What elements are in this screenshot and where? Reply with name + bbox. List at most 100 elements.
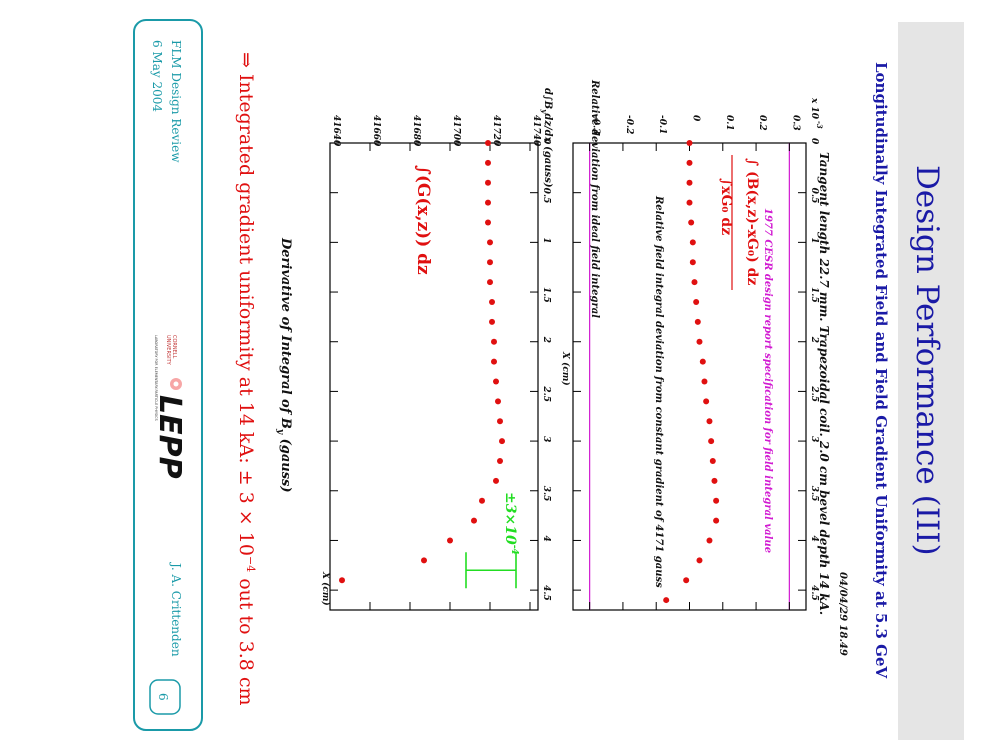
x-tick-label: 1.5 xyxy=(541,287,551,303)
data-point xyxy=(696,338,703,345)
deviation-chart: Relative deviation from ideal field inte… xyxy=(560,79,824,611)
derivative-xticks: 0 0.5 1 1.5 2 2.5 3 3.5 4 4.5 xyxy=(330,138,551,601)
data-point xyxy=(688,219,695,226)
y-tick-label: 41680 xyxy=(411,115,421,147)
x-tick-label: 2.5 xyxy=(809,385,819,402)
x-tick-label: 2 xyxy=(541,336,551,343)
derivative-title: Derivative of Integral of By (gauss) xyxy=(275,237,293,492)
footer-date: 6 May 2004 xyxy=(150,40,164,112)
data-point xyxy=(686,199,693,206)
x-tick-label: 4.5 xyxy=(541,585,551,601)
y-tick-label: -0.2 xyxy=(624,115,634,134)
derivative-ylabel-tail: dz/dx (gauss) xyxy=(542,113,553,187)
y-tick-label: 0.1 xyxy=(724,115,734,131)
error-label: ±3×10-4 xyxy=(502,492,519,555)
data-point xyxy=(487,279,493,286)
x-tick-label: 3.5 xyxy=(809,486,819,502)
logo-caption: LABORATORY FOR ELEMENTARY-PARTICLE PHYSI… xyxy=(154,335,158,421)
x-tick-label: 4.5 xyxy=(809,585,819,601)
deviation-chart-multiplier: x 10-3 xyxy=(809,97,824,129)
y-tick-label: 41660 xyxy=(371,115,381,147)
lepp-logo: CORNELL UNIVERSITY LEPP LABORATORY FOR E… xyxy=(152,335,187,479)
y-tick-label: 41700 xyxy=(451,115,461,147)
data-point xyxy=(686,159,693,166)
data-point xyxy=(471,517,477,524)
conclusion-text: ⇒ Integrated gradient uniformity at 14 k… xyxy=(235,52,257,706)
data-point xyxy=(491,338,497,345)
derivative-points xyxy=(339,140,505,584)
deviation-multiplier-base: x 10 xyxy=(809,97,819,120)
deviation-points xyxy=(663,140,720,604)
derivative-chart: d∫Bydz/dx (gauss) X (cm) Derivative of I… xyxy=(275,88,553,611)
deviation-chart-title: Relative deviation from ideal field inte… xyxy=(589,79,600,318)
data-point xyxy=(489,298,495,305)
data-point xyxy=(691,279,698,286)
y-tick-label: -0.3 xyxy=(591,115,601,134)
y-tick-label: 41720 xyxy=(491,115,501,147)
page-number-box xyxy=(149,679,181,715)
data-point xyxy=(696,557,703,564)
data-point xyxy=(686,179,693,186)
derivative-yticks: 41640 41660 41680 41700 41720 41740 xyxy=(329,115,541,610)
x-tick-label: 0.5 xyxy=(541,188,551,204)
data-point xyxy=(701,378,708,385)
deviation-yticks: -0.3 -0.2 -0.1 0 0.1 0.2 0.3 xyxy=(589,115,800,610)
data-point xyxy=(499,438,505,445)
data-point xyxy=(485,199,491,206)
x-tick-label: 1.5 xyxy=(809,287,819,303)
data-point xyxy=(485,179,491,186)
footer-review: FLM Design Review xyxy=(169,40,183,163)
y-tick-label: 41740 xyxy=(531,115,541,147)
deviation-xticks: 0 0.5 1 1.5 2 2.5 3 3.5 4 4.5 xyxy=(573,138,819,601)
data-point xyxy=(713,497,720,504)
data-point xyxy=(491,358,497,365)
y-tick-label: 0.3 xyxy=(790,115,800,131)
derivative-ylabel: d∫Bydz/dx (gauss) xyxy=(540,88,553,188)
data-point xyxy=(663,597,670,604)
data-point xyxy=(706,418,713,425)
error-bar xyxy=(465,552,517,589)
logo-star-core xyxy=(173,381,179,387)
data-point xyxy=(693,298,700,305)
derivative-ylabel-sub: y xyxy=(540,108,549,114)
data-point xyxy=(493,378,499,385)
data-point xyxy=(485,140,491,146)
y-tick-label: 41640 xyxy=(331,115,341,147)
x-tick-label: 0.5 xyxy=(809,188,819,204)
derivative-chart-frame xyxy=(329,142,539,611)
x-tick-label: 1 xyxy=(541,237,551,243)
y-tick-label: 0 xyxy=(691,115,701,122)
data-point xyxy=(485,219,491,226)
error-label-main: ±3×10 xyxy=(502,492,518,545)
data-point xyxy=(694,318,701,325)
conclusion-exponent: −4 xyxy=(244,556,257,572)
data-point xyxy=(485,159,491,166)
data-point xyxy=(479,497,485,504)
data-point xyxy=(497,418,503,425)
derivative-title-tail: (gauss) xyxy=(278,434,293,492)
data-point xyxy=(489,318,495,325)
data-point xyxy=(447,537,453,544)
error-label-exp: -4 xyxy=(509,545,519,555)
footer-panel xyxy=(133,19,203,731)
formula-denominator: ∫xG₀ dz xyxy=(718,178,734,235)
data-point xyxy=(703,398,710,405)
data-point xyxy=(689,259,696,266)
deviation-xlabel: X (cm) xyxy=(560,351,571,386)
data-point xyxy=(487,239,493,246)
data-point xyxy=(683,577,690,584)
data-point xyxy=(421,557,427,564)
footer-author: J. A. Crittenden xyxy=(169,561,183,657)
derivative-xlabel: X (cm) xyxy=(320,571,331,606)
slide-subtitle: Longitudinally Integrated Field and Fiel… xyxy=(872,62,890,678)
x-tick-label: 4 xyxy=(809,535,819,541)
x-tick-label: 2.5 xyxy=(541,385,551,402)
x-tick-label: 3.5 xyxy=(541,486,551,502)
data-point xyxy=(497,457,503,464)
deviation-caption: Relative field integral deviation from c… xyxy=(653,195,664,588)
x-tick-label: 0 xyxy=(809,138,819,145)
x-tick-label: 3 xyxy=(809,436,819,442)
page-number: 6 xyxy=(156,693,170,701)
date-stamp: 04/04/29 18.49 xyxy=(837,572,848,656)
